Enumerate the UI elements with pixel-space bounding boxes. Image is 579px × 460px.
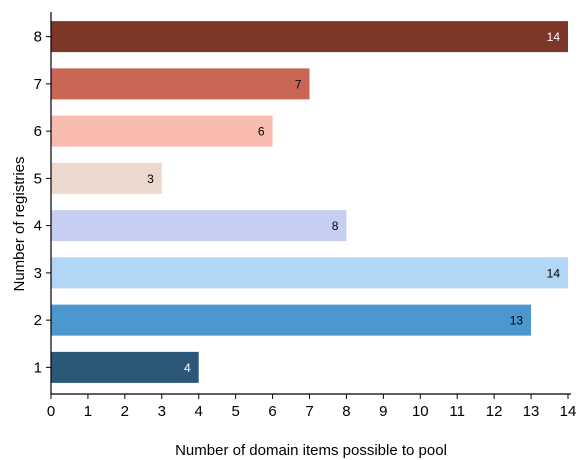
y-tick-label-6: 6	[34, 123, 42, 140]
x-ticks-group: 0 1 2 3 4 5 6 7 8 9 10 11 12 13 14	[47, 394, 577, 420]
data-label-3: 14	[547, 266, 561, 280]
data-label-8: 14	[547, 30, 561, 44]
y-tick-label-1: 1	[34, 359, 42, 376]
x-tick-label-0: 0	[47, 403, 55, 420]
x-tick-label-5: 5	[231, 403, 239, 420]
y-axis-title: Number of registries	[11, 156, 28, 291]
bar-7	[51, 68, 310, 100]
x-tick-label-12: 12	[486, 403, 503, 420]
bar-3	[51, 257, 568, 289]
bars-group	[51, 21, 568, 383]
x-tick-label-9: 9	[379, 403, 387, 420]
y-tick-label-4: 4	[34, 218, 42, 235]
bar-1	[51, 351, 199, 383]
bar-2	[51, 304, 532, 336]
x-tick-label-2: 2	[121, 403, 129, 420]
bar-6	[51, 115, 273, 147]
data-label-5: 3	[147, 172, 154, 186]
y-ticks-group: 1 2 3 4 5 6 7 8	[34, 29, 51, 376]
x-axis-title: Number of domain items possible to pool	[175, 442, 447, 459]
x-tick-label-1: 1	[84, 403, 92, 420]
y-tick-label-2: 2	[34, 312, 42, 329]
y-tick-label-5: 5	[34, 170, 42, 187]
y-tick-label-8: 8	[34, 29, 42, 46]
x-tick-label-13: 13	[523, 403, 540, 420]
x-tick-label-14: 14	[560, 403, 577, 420]
bar-5	[51, 162, 162, 194]
x-tick-label-6: 6	[268, 403, 276, 420]
x-tick-label-10: 10	[412, 403, 429, 420]
bar-4	[51, 210, 347, 242]
data-label-7: 7	[295, 77, 302, 91]
x-tick-label-3: 3	[158, 403, 166, 420]
y-tick-label-3: 3	[34, 265, 42, 282]
bar-8	[51, 21, 568, 53]
data-label-2: 13	[510, 314, 524, 328]
x-tick-label-7: 7	[305, 403, 313, 420]
x-tick-label-11: 11	[449, 403, 465, 420]
data-label-4: 8	[332, 219, 339, 233]
data-labels-group: 4 13 14 8 3 6 7 14	[147, 30, 560, 375]
x-tick-label-4: 4	[195, 403, 203, 420]
y-tick-label-7: 7	[34, 76, 42, 93]
x-tick-label-8: 8	[342, 403, 350, 420]
data-label-6: 6	[258, 125, 265, 139]
data-label-1: 4	[184, 361, 191, 375]
